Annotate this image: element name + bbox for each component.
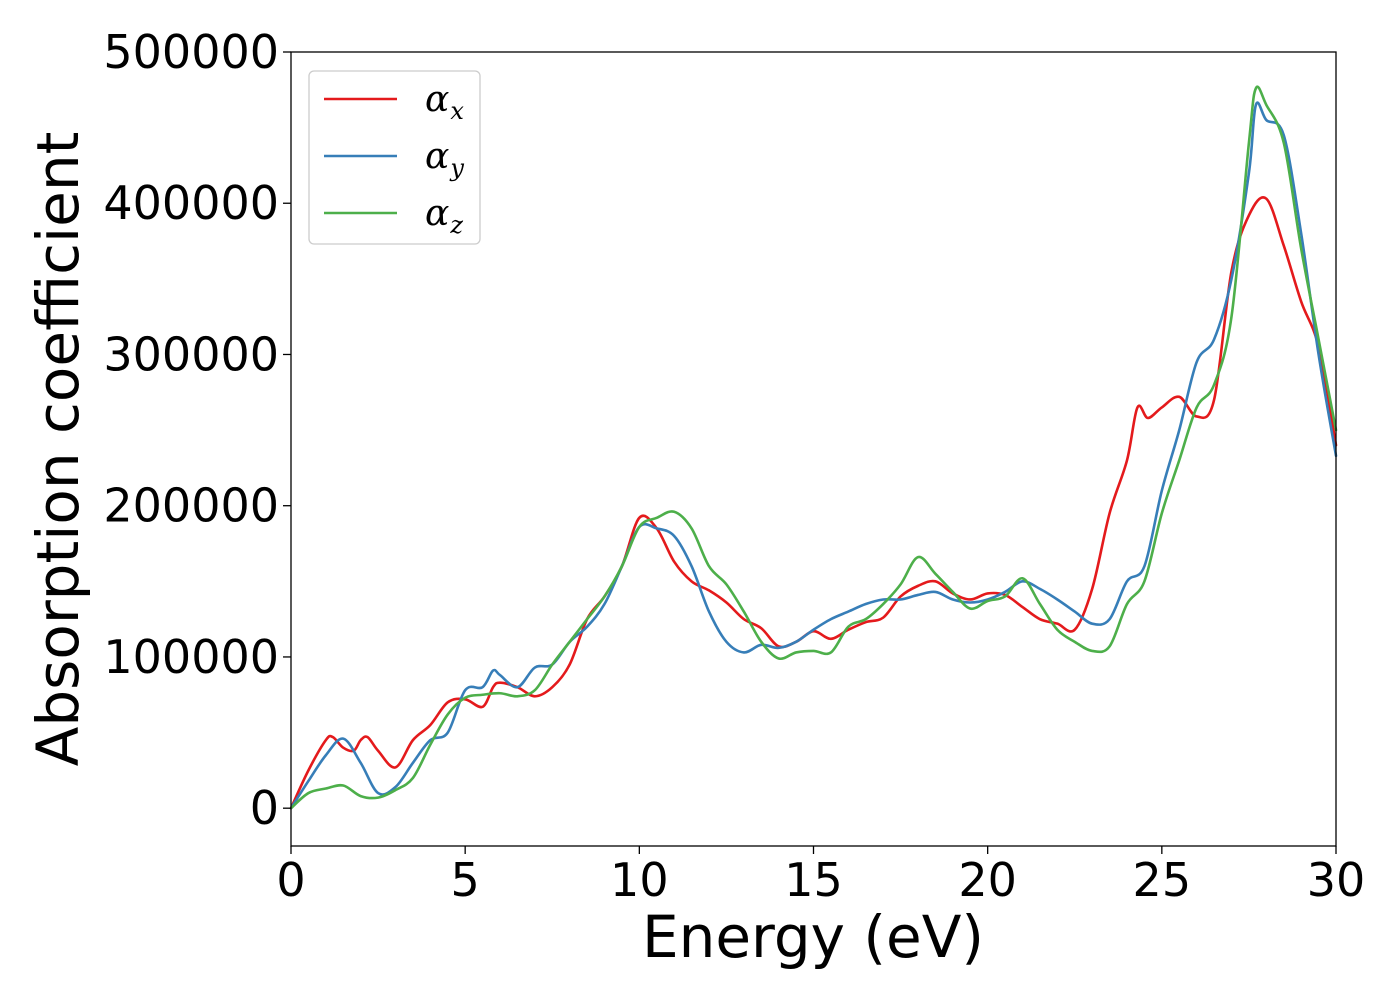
x-tick-label: 0 — [276, 853, 305, 907]
x-tick-label: 30 — [1307, 853, 1366, 907]
legend-symbol: α — [425, 79, 449, 120]
legend-label-alpha-x: αx — [425, 79, 464, 125]
y-tick-label: 400000 — [103, 176, 279, 230]
legend-box — [308, 70, 481, 245]
legend-subscript: x — [450, 97, 464, 125]
x-ticks: 0 5 10 15 20 25 30 — [276, 846, 1365, 907]
y-tick-label: 200000 — [103, 479, 279, 533]
y-tick-label: 100000 — [103, 630, 279, 684]
legend-subscript: y — [449, 154, 464, 182]
series-line-alpha-y — [289, 101, 1338, 810]
series-layer — [289, 85, 1338, 810]
legend-subscript: z — [449, 211, 463, 239]
y-tick-label: 500000 — [103, 25, 279, 79]
series-line-alpha-z — [289, 85, 1338, 810]
y-ticks: 0 100000 200000 300000 400000 500000 — [103, 25, 291, 835]
y-axis-title: Absorption coefficient — [24, 132, 92, 767]
x-tick-label: 15 — [784, 853, 843, 907]
legend-label-alpha-z: αz — [425, 193, 463, 239]
legend-symbol: α — [425, 193, 449, 234]
y-tick-label: 300000 — [103, 327, 279, 381]
x-tick-label: 25 — [1133, 853, 1192, 907]
x-tick-label: 5 — [451, 853, 480, 907]
x-tick-label: 20 — [958, 853, 1017, 907]
y-tick-label: 0 — [250, 781, 279, 835]
legend-symbol: α — [425, 136, 449, 177]
x-axis-title: Energy (eV) — [642, 903, 984, 971]
legend-label-alpha-y: αy — [425, 136, 464, 182]
x-tick-label: 10 — [610, 853, 669, 907]
